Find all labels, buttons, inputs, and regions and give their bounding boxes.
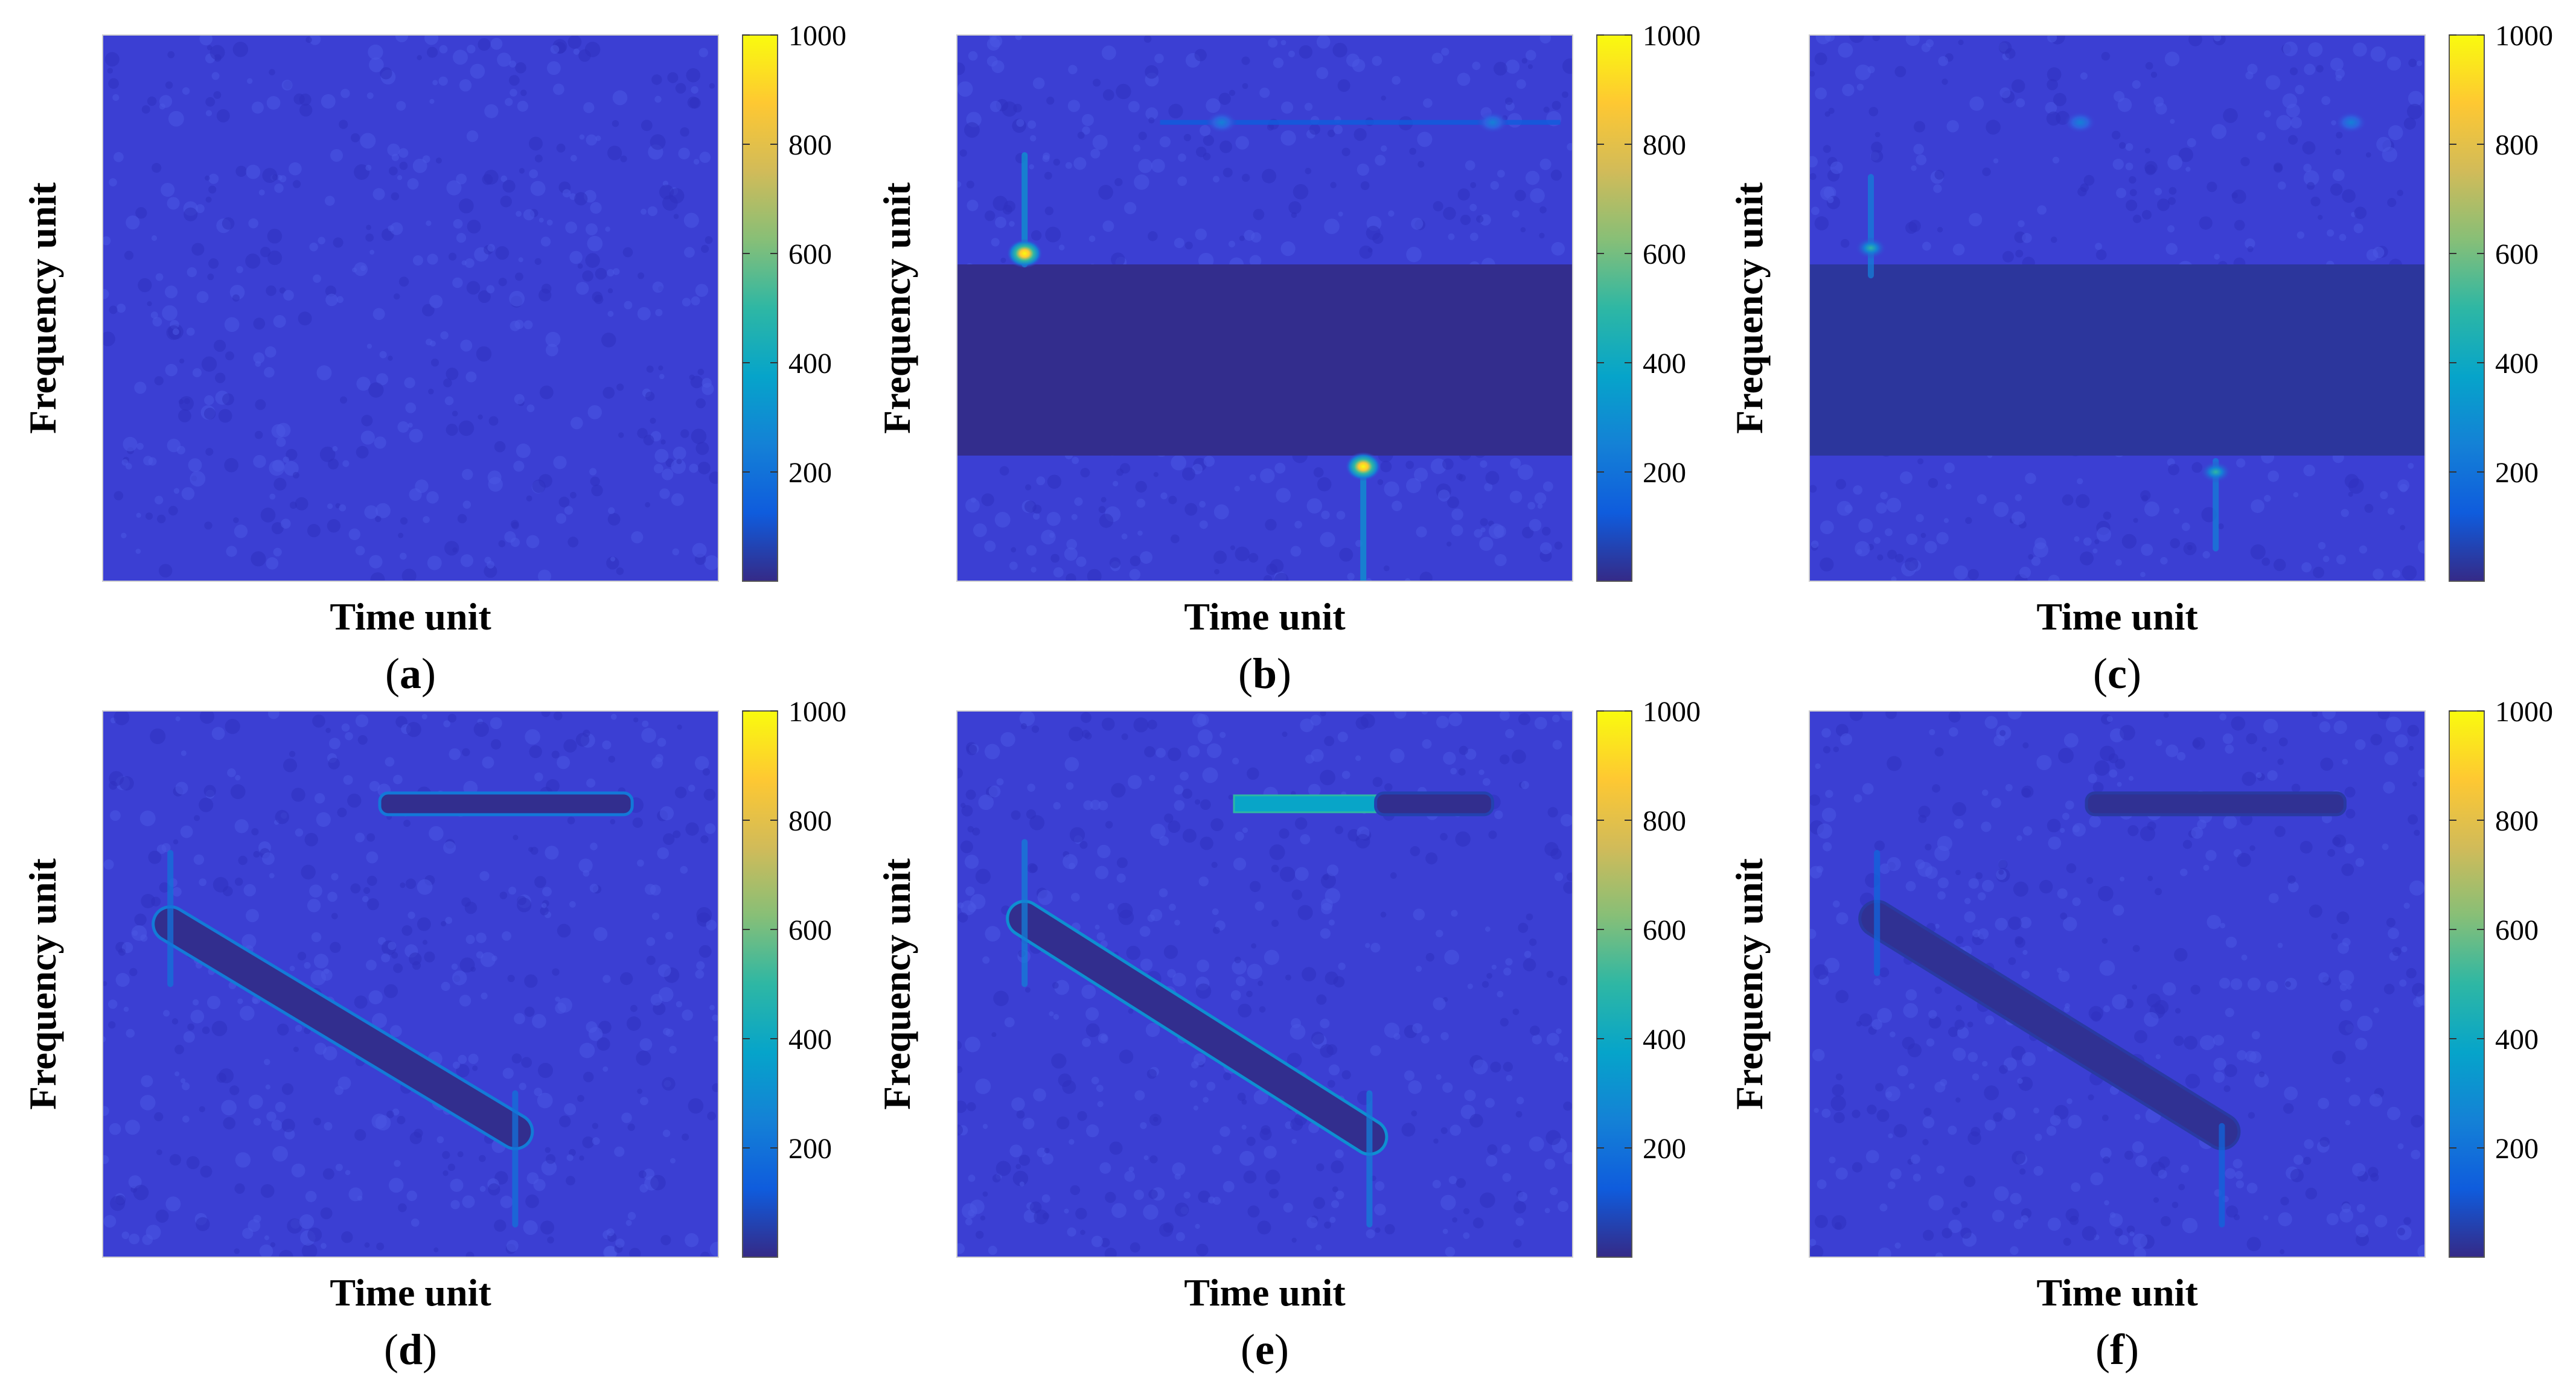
- peak-spot: [1345, 451, 1382, 481]
- heatmap-area: [957, 711, 1573, 1257]
- panel-d: 200 400 600 800 1000 Time unit Frequency unit (…: [21, 696, 846, 1374]
- colorbar: [1596, 710, 1632, 1258]
- colorbar-tick-label: 600: [788, 914, 832, 946]
- tone-notch: [378, 791, 634, 817]
- chirp-notch: [1009, 902, 1385, 1153]
- panel-c: 200 400 600 800 1000 Time unit Frequency unit (…: [1728, 20, 2553, 698]
- peak-spot: [1855, 237, 1887, 259]
- colorbar-tick-label: 200: [2495, 1133, 2539, 1165]
- plot-frame: [102, 710, 719, 1258]
- peak-spot: [1477, 111, 1509, 133]
- panel-label: (f): [2095, 1325, 2139, 1374]
- colorbar-tick-label: 200: [788, 457, 832, 489]
- colorbar-tick-label: 1000: [1643, 696, 1701, 728]
- y-axis-title: Frequency unit: [1728, 182, 1771, 434]
- panel-f: 200 400 600 800 1000 Time unit Frequency unit (…: [1728, 696, 2553, 1374]
- heatmap-area: [103, 35, 718, 581]
- tone-notch: [1374, 791, 1494, 817]
- peak-spot: [1006, 239, 1043, 268]
- colorbar-tick-label: 600: [788, 238, 832, 270]
- x-axis-title: Time unit: [330, 595, 491, 638]
- colorbar-tick-label: 400: [1643, 1024, 1686, 1056]
- colorbar: [742, 710, 778, 1258]
- colorbar-tick-label: 1000: [2495, 696, 2553, 728]
- heatmap-area: [957, 35, 1573, 581]
- noise-texture: [103, 711, 718, 1257]
- plot-frame: [1809, 34, 2426, 582]
- colorbar-tick-label: 200: [1643, 1133, 1686, 1165]
- colorbar: [1596, 34, 1632, 582]
- x-axis-title: Time unit: [2036, 595, 2198, 638]
- x-axis-title: Time unit: [1184, 1271, 1346, 1314]
- colorbar-tick-label: 200: [788, 1133, 832, 1165]
- plot-frame: [956, 34, 1573, 582]
- panel-b: 200 400 600 800 1000 Time unit Frequency unit (…: [875, 20, 1701, 698]
- chirp-notch: [155, 908, 531, 1147]
- colorbar-tick-label: 400: [788, 348, 832, 380]
- colorbar-tick-label: 800: [2495, 129, 2539, 161]
- colorbar-tick-label: 400: [1643, 348, 1686, 380]
- panel-label: (b): [1238, 649, 1291, 698]
- panel-label: (a): [385, 649, 436, 698]
- colorbar-tick-label: 800: [1643, 805, 1686, 837]
- heatmap-area: [1809, 711, 2425, 1257]
- x-axis-title: Time unit: [1184, 595, 1346, 638]
- noise-texture: [1809, 711, 2425, 1257]
- colorbar-tick-label: 800: [1643, 129, 1686, 161]
- colorbar-tick-label: 800: [788, 129, 832, 161]
- notch-band: [1809, 264, 2425, 456]
- panel-a: 200 400 600 800 1000 Time unit Frequency unit (…: [21, 20, 846, 698]
- colorbar-tick-label: 600: [1643, 238, 1686, 270]
- colorbar-tick-label: 800: [2495, 805, 2539, 837]
- colorbar-tick-label: 600: [2495, 914, 2539, 946]
- colorbar-tick-label: 1000: [1643, 20, 1701, 52]
- peak-spot: [1206, 111, 1238, 133]
- x-axis-title: Time unit: [330, 1271, 491, 1314]
- colorbar-tick-label: 600: [1643, 914, 1686, 946]
- colorbar-tick-label: 600: [2495, 238, 2539, 270]
- tone-notch: [2085, 791, 2347, 817]
- noise-texture: [103, 35, 718, 581]
- colorbar: [2449, 34, 2485, 582]
- heatmap-area: [103, 711, 718, 1257]
- colorbar-tick-label: 200: [2495, 457, 2539, 489]
- plot-frame: [1809, 710, 2426, 1258]
- panel-label: (c): [2093, 649, 2141, 698]
- colorbar-tick-label: 1000: [788, 696, 846, 728]
- plot-frame: [102, 34, 719, 582]
- colorbar-tick-label: 200: [1643, 457, 1686, 489]
- chirp-notch: [1861, 902, 2238, 1147]
- peak-spot: [2064, 111, 2096, 133]
- y-axis-title: Frequency unit: [21, 182, 64, 434]
- y-axis-title: Frequency unit: [875, 182, 918, 434]
- plot-frame: [956, 710, 1573, 1258]
- colorbar-tick-label: 400: [2495, 348, 2539, 380]
- panel-label: (d): [384, 1325, 437, 1374]
- colorbar-tick-label: 400: [788, 1024, 832, 1056]
- colorbar: [742, 34, 778, 582]
- peak-spot: [2200, 461, 2232, 483]
- colorbar-tick-label: 800: [788, 805, 832, 837]
- peak-spot: [2335, 111, 2367, 133]
- colorbar: [2449, 710, 2485, 1258]
- colorbar-tick-label: 1000: [2495, 20, 2553, 52]
- y-axis-title: Frequency unit: [1728, 858, 1771, 1110]
- panel-e: 200 400 600 800 1000 Time unit Frequency unit (…: [875, 696, 1701, 1374]
- colorbar-tick-label: 1000: [788, 20, 846, 52]
- y-axis-title: Frequency unit: [21, 858, 64, 1110]
- x-axis-title: Time unit: [2036, 1271, 2198, 1314]
- notch-band: [957, 264, 1573, 456]
- tone-residual: [1233, 794, 1377, 814]
- heatmap-area: [1809, 35, 2425, 581]
- y-axis-title: Frequency unit: [875, 858, 918, 1110]
- panel-label: (e): [1241, 1325, 1289, 1374]
- colorbar-tick-label: 400: [2495, 1024, 2539, 1056]
